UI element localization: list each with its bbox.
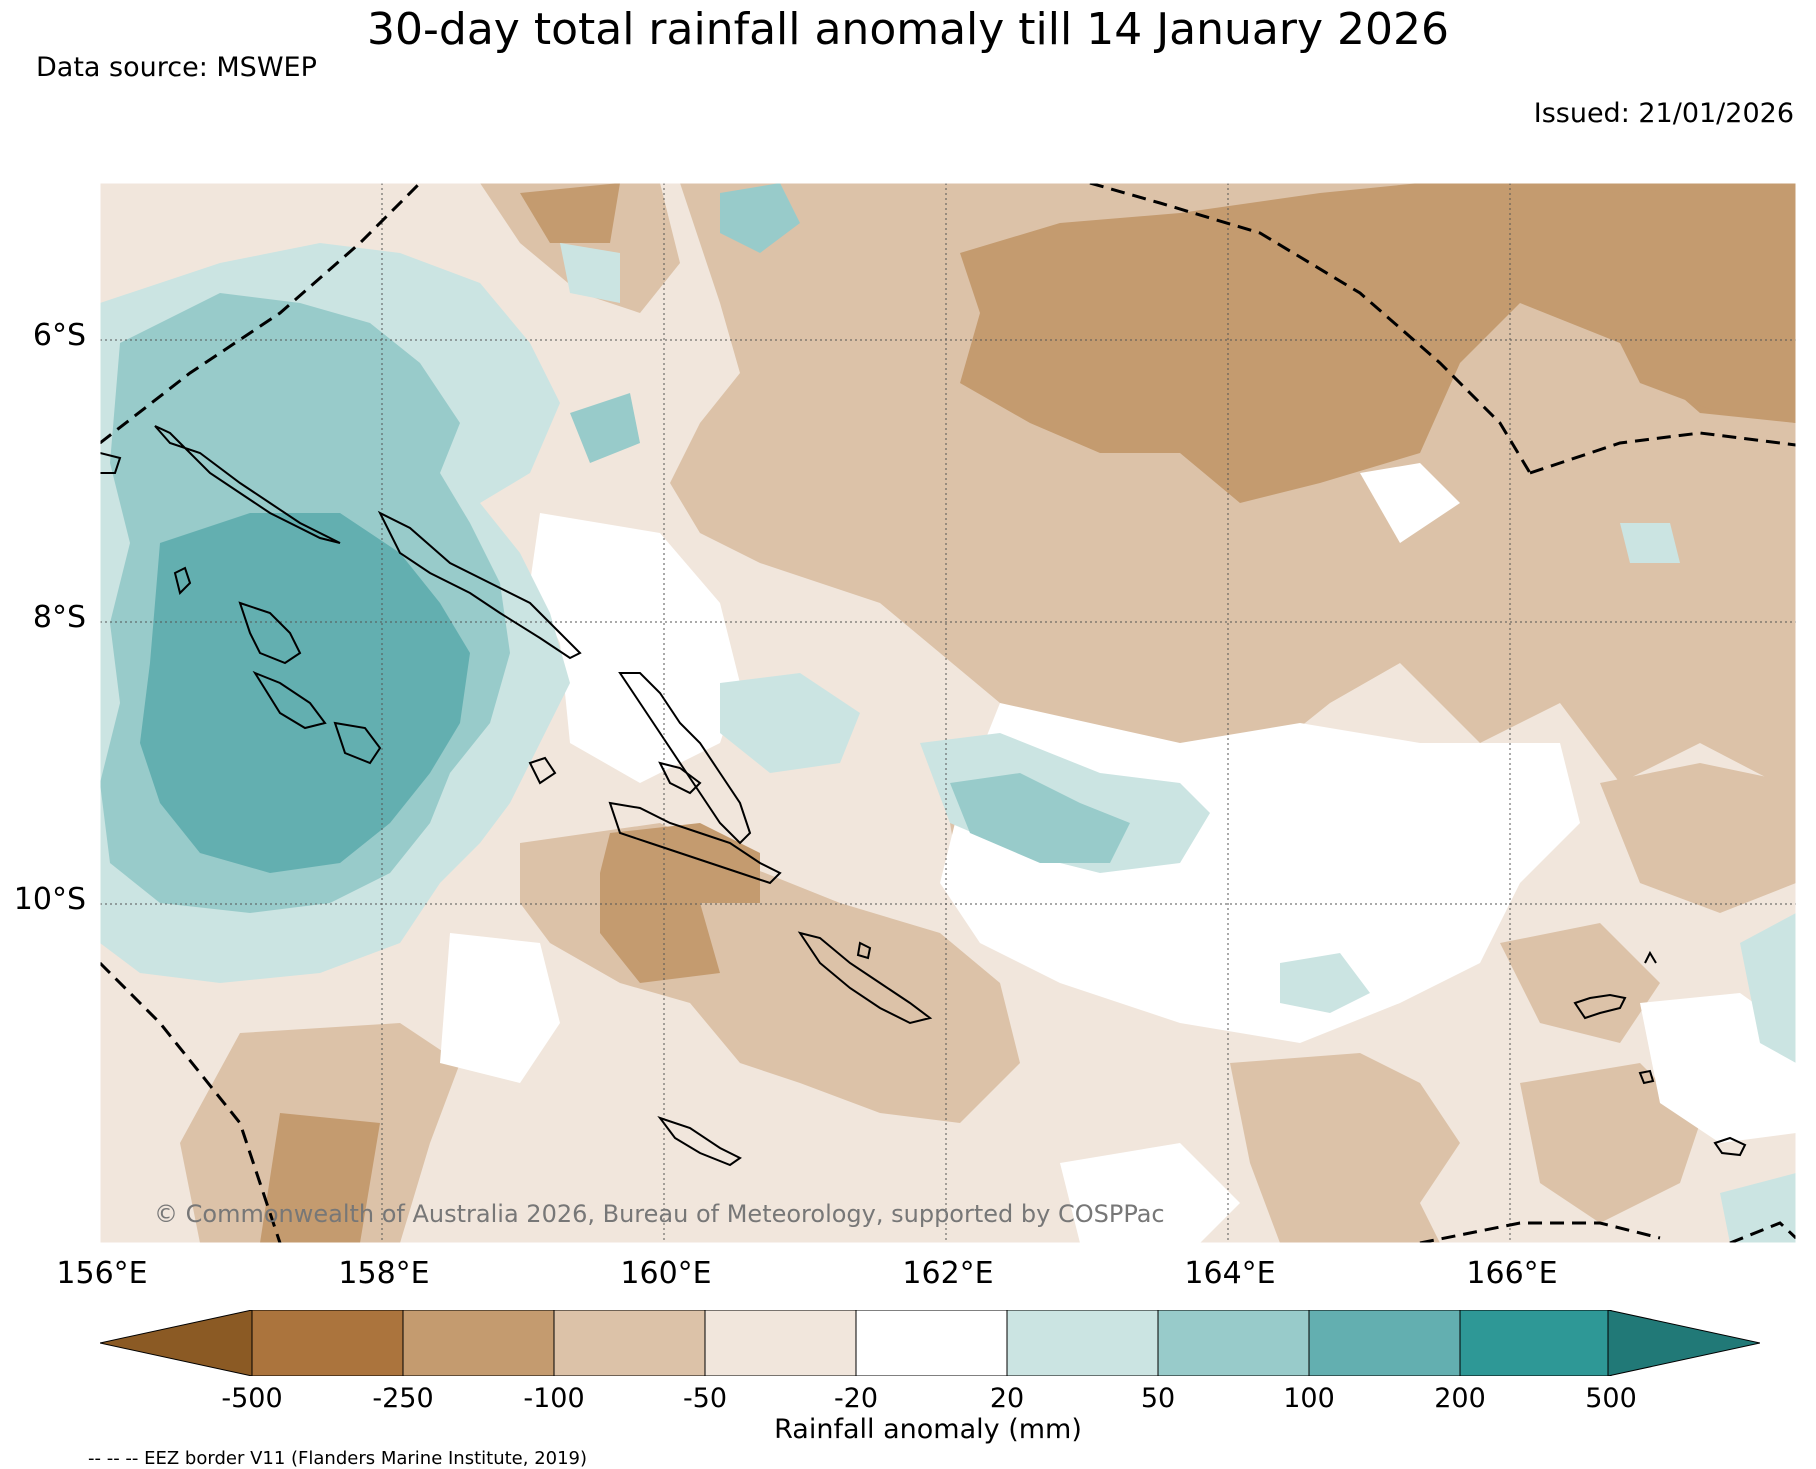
colorbar-bin bbox=[1459, 1310, 1612, 1376]
colorbar-bin bbox=[402, 1310, 555, 1376]
colorbar-extend-high bbox=[1607, 1310, 1760, 1376]
colorbar-tick: 20 bbox=[989, 1383, 1025, 1414]
coastlines bbox=[100, 425, 1747, 1167]
graticule bbox=[100, 183, 1796, 1243]
lon-label-166e: 166°E bbox=[1466, 1256, 1558, 1291]
colorbar-bin bbox=[1006, 1310, 1159, 1376]
colorbar-tick: -50 bbox=[682, 1383, 728, 1414]
lon-label-156e: 156°E bbox=[56, 1256, 148, 1291]
colorbar-bin bbox=[1308, 1310, 1461, 1376]
wet-anomaly-regions bbox=[100, 183, 1796, 1243]
lat-label-6s: 6°S bbox=[32, 318, 86, 353]
colorbar-tick: 100 bbox=[1283, 1383, 1335, 1414]
colorbar-extend-low bbox=[100, 1310, 253, 1376]
colorbar-bins bbox=[251, 1310, 1612, 1376]
lon-label-162e: 162°E bbox=[902, 1256, 994, 1291]
colorbar-bin bbox=[553, 1310, 706, 1376]
colorbar-bin bbox=[704, 1310, 857, 1376]
colorbar-tick: 500 bbox=[1585, 1383, 1637, 1414]
colorbar-bin bbox=[251, 1310, 404, 1376]
colorbar-tick: -20 bbox=[833, 1383, 879, 1414]
colorbar-tick: -250 bbox=[372, 1383, 434, 1414]
colorbar-bin bbox=[1157, 1310, 1310, 1376]
colorbar-tick: 50 bbox=[1140, 1383, 1176, 1414]
colorbar bbox=[100, 1310, 1760, 1376]
lat-label-8s: 8°S bbox=[32, 600, 86, 635]
rainfall-anomaly-map bbox=[100, 183, 1796, 1243]
colorbar-label: Rainfall anomaly (mm) bbox=[774, 1414, 1082, 1445]
dry-anomaly-regions bbox=[180, 183, 1796, 1243]
lon-label-160e: 160°E bbox=[620, 1256, 712, 1291]
data-source-label: Data source: MSWEP bbox=[36, 52, 317, 83]
colorbar-tick: -500 bbox=[221, 1383, 283, 1414]
eez-legend-note: -- -- -- EEZ border V11 (Flanders Marine… bbox=[88, 1448, 588, 1469]
lat-label-10s: 10°S bbox=[13, 882, 86, 917]
lon-label-164e: 164°E bbox=[1184, 1256, 1276, 1291]
lon-label-158e: 158°E bbox=[338, 1256, 430, 1291]
copyright-notice: © Commonwealth of Australia 2026, Bureau… bbox=[154, 1200, 1165, 1228]
colorbar-bin bbox=[855, 1310, 1008, 1376]
colorbar-tick: 200 bbox=[1434, 1383, 1486, 1414]
colorbar-tick: -100 bbox=[523, 1383, 585, 1414]
eez-borders bbox=[100, 183, 1796, 1243]
map-title: 30-day total rainfall anomaly till 14 Ja… bbox=[367, 4, 1449, 55]
issued-date: Issued: 21/01/2026 bbox=[1533, 98, 1794, 129]
